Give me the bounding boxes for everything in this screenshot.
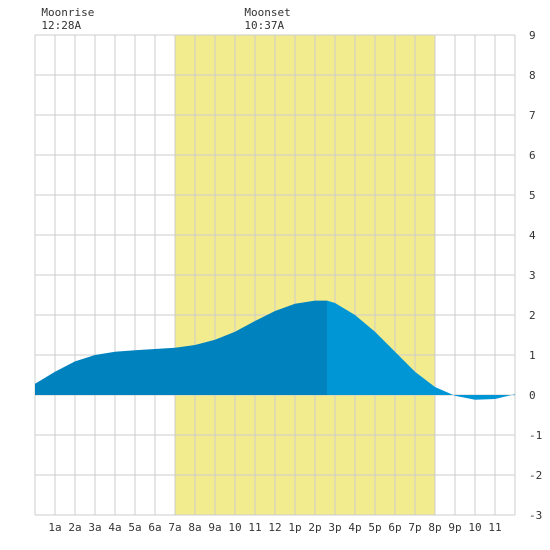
y-tick-label: 9 (529, 29, 536, 42)
x-tick-label: 4p (348, 521, 361, 534)
y-tick-label: -1 (529, 429, 542, 442)
x-tick-label: 8p (428, 521, 441, 534)
tide-area (35, 300, 515, 400)
grid-lines (34, 34, 516, 516)
x-tick-label: 10 (468, 521, 481, 534)
x-tick-label: 8a (188, 521, 201, 534)
x-tick-label: 12 (268, 521, 281, 534)
x-tick-label: 3a (88, 521, 101, 534)
moonrise-time: 12:28A (41, 19, 82, 32)
x-tick-label: 11 (248, 521, 261, 534)
x-tick-label: 1a (48, 521, 61, 534)
x-tick-label: 5a (128, 521, 141, 534)
y-tick-label: -2 (529, 469, 542, 482)
y-tick-label: -3 (529, 509, 542, 522)
y-tick-label: 1 (529, 349, 536, 362)
y-tick-label: 4 (529, 229, 536, 242)
moonset-annotation: Moonset 10:37A (244, 6, 290, 32)
tide-area-falling-segment (327, 300, 515, 400)
moonset-time: 10:37A (244, 19, 285, 32)
x-axis-ticks: 1a 2a 3a 4a 5a 6a 7a 8a 9a 10 11 12 1p 2p 3p 4p 5p 6p 7p 8p… (48, 521, 501, 534)
x-tick-label: 10 (228, 521, 241, 534)
x-tick-label: 6p (388, 521, 401, 534)
y-axis-ticks: -3 -2 -1 0 1 2 3 4 5 6 7 8 9 (529, 29, 542, 522)
y-tick-label: 5 (529, 189, 536, 202)
y-tick-label: 3 (529, 269, 536, 282)
x-tick-label: 11 (488, 521, 501, 534)
y-tick-label: 2 (529, 309, 536, 322)
x-tick-label: 6a (148, 521, 161, 534)
x-tick-label: 7a (168, 521, 181, 534)
x-tick-label: 9a (208, 521, 221, 534)
x-tick-label: 5p (368, 521, 381, 534)
x-tick-label: 7p (408, 521, 421, 534)
x-tick-label: 9p (448, 521, 461, 534)
moonrise-label: Moonrise (41, 6, 95, 19)
moonrise-annotation: Moonrise 12:28A (41, 6, 94, 32)
x-tick-label: 3p (328, 521, 341, 534)
y-tick-label: 7 (529, 109, 536, 122)
x-tick-label: 2a (68, 521, 81, 534)
tide-area-rising-segment (35, 300, 327, 395)
x-tick-label: 2p (308, 521, 321, 534)
x-tick-label: 4a (108, 521, 121, 534)
y-tick-label: 8 (529, 69, 536, 82)
x-tick-label: 1p (288, 521, 301, 534)
moonset-label: Moonset (244, 6, 291, 19)
y-tick-label: 0 (529, 389, 536, 402)
y-tick-label: 6 (529, 149, 536, 162)
